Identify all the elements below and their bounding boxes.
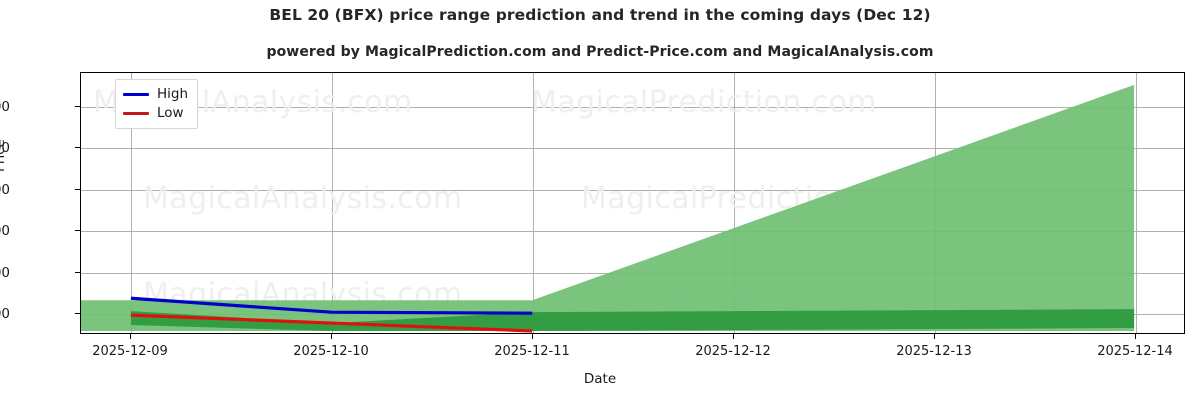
forecast-cone-area	[81, 84, 1135, 332]
x-tick-mark-2025-12-11	[532, 334, 534, 339]
series-line-high	[130, 296, 533, 315]
legend-swatch-low-icon	[123, 112, 149, 115]
y-tick-label-5200: 5200	[0, 223, 10, 239]
x-tick-label-2025-12-10: 2025-12-10	[293, 344, 369, 359]
x-tick-label-2025-12-09: 2025-12-09	[92, 344, 168, 359]
y-tick-mark-5000	[75, 313, 80, 315]
legend-item-high[interactable]: High	[123, 85, 188, 104]
gridline-y-5300	[81, 190, 1184, 191]
x-tick-mark-2025-12-14	[1135, 334, 1137, 339]
y-tick-label-5300: 5300	[0, 182, 10, 198]
data-layer	[81, 84, 1135, 333]
x-axis-label: Date	[583, 371, 617, 387]
x-tick-mark-2025-12-10	[331, 334, 333, 339]
gridline-x-2025-12-11	[533, 73, 534, 333]
gridline-x-2025-12-09	[131, 73, 132, 333]
legend-label-low: Low	[157, 104, 184, 121]
chart-title: BEL 20 (BFX) price range prediction and …	[269, 6, 931, 24]
legend-item-low[interactable]: Low	[123, 104, 188, 123]
x-tick-mark-2025-12-13	[934, 334, 936, 339]
y-tick-mark-5200	[75, 230, 80, 232]
plot-area: MagicalAnalysis.com MagicalPrediction.co…	[80, 72, 1185, 334]
y-tick-mark-5100	[75, 272, 80, 274]
x-tick-mark-2025-12-09	[130, 334, 132, 339]
gridline-x-2025-12-10	[332, 73, 333, 333]
gridline-y-5400	[81, 148, 1184, 149]
y-tick-label-5000: 5000	[0, 306, 10, 322]
series-line-low	[130, 313, 533, 333]
x-tick-label-2025-12-13: 2025-12-13	[896, 344, 972, 359]
gridline-y-5500	[81, 107, 1184, 108]
gridline-y-5200	[81, 231, 1184, 232]
chart-legend[interactable]: High Low	[115, 79, 199, 129]
legend-swatch-high-icon	[123, 93, 149, 96]
y-tick-label-5400: 5400	[0, 140, 10, 156]
y-tick-mark-5400	[75, 147, 80, 149]
y-tick-mark-5300	[75, 189, 80, 191]
legend-label-high: High	[157, 85, 189, 102]
gridline-x-2025-12-12	[734, 73, 735, 333]
x-tick-label-2025-12-11: 2025-12-11	[494, 344, 570, 359]
y-tick-mark-5500	[75, 106, 80, 108]
x-tick-label-2025-12-12: 2025-12-12	[695, 344, 771, 359]
y-tick-label-5100: 5100	[0, 265, 10, 281]
y-tick-label-5500: 5500	[0, 99, 10, 115]
chart-subtitle: powered by MagicalPrediction.com and Pre…	[266, 44, 934, 60]
x-tick-label-2025-12-14: 2025-12-14	[1097, 344, 1173, 359]
x-tick-mark-2025-12-12	[733, 334, 735, 339]
gridline-x-2025-12-14	[1136, 73, 1137, 333]
